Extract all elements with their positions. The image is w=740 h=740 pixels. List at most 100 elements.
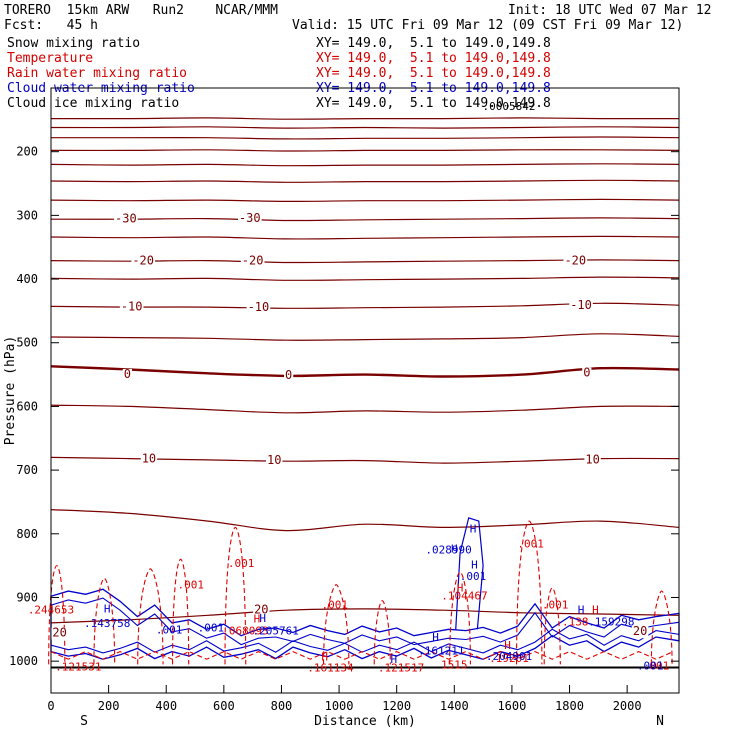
temperature-contour-label-bg: [569, 300, 593, 313]
isotherm-line: [50, 608, 680, 624]
temperature-contour-label-bg: [266, 454, 283, 467]
y-tick-label: 800: [16, 527, 38, 541]
temperature-contour-label: 10: [267, 453, 281, 467]
temperature-contour-label: -20: [132, 254, 154, 268]
y-tick-label: 900: [16, 590, 38, 604]
plot-frame: [50, 87, 680, 694]
rain-water-layer: [48, 520, 674, 665]
cloud-contour-label: .001: [460, 570, 487, 583]
temperature-contour-label-bg: [119, 301, 144, 314]
temperature-contour-label: 20: [633, 624, 647, 638]
x-tick-label: 400: [155, 699, 177, 713]
rain-contour-label: .001: [643, 660, 670, 673]
x-tick-label: 0: [47, 699, 54, 713]
y-tick-label: 200: [16, 145, 38, 159]
legend-xy-temperature: XY= 149.0, 5.1 to 149.0,149.8: [316, 51, 551, 66]
isotherm-line: [50, 126, 680, 129]
rain-water-contour: [48, 565, 66, 665]
y-axis-label: Pressure (hPa): [3, 336, 18, 446]
cloud-contour-label: .001: [637, 660, 664, 673]
x-tick-label: 1000: [325, 699, 354, 713]
rain-contour-label: .121531: [55, 660, 101, 673]
x-tick-label: 1600: [497, 699, 526, 713]
y-tick-label: 600: [16, 399, 38, 413]
temperature-contour-label: -20: [242, 254, 264, 268]
x-tick-label: 200: [98, 699, 120, 713]
rain-contour-label: .001: [228, 557, 255, 570]
rain-water-contour: [322, 584, 350, 665]
cloud-contour-label: .205761: [253, 625, 299, 638]
temperature-contour-label-bg: [51, 627, 68, 640]
temperature-contour-label: 0: [285, 368, 292, 382]
x-axis-label: Distance (km): [314, 714, 416, 729]
model-title: TORERO 15km ARW Run2 NCAR/MMM: [4, 3, 278, 18]
y-tick-label: 300: [16, 208, 38, 222]
rain-contour-label: .068093: [222, 625, 268, 638]
rain-contour-label: .104467: [441, 590, 487, 603]
temperature-contour-label-bg: [584, 454, 601, 467]
high-marker: H: [470, 523, 477, 536]
high-marker: H: [578, 604, 585, 617]
high-marker: H: [457, 581, 464, 594]
x-tick-label: 2000: [613, 699, 642, 713]
rain-water-contour: [373, 600, 391, 665]
legend-label-cloud-ice: Cloud ice mixing ratio: [7, 96, 180, 111]
legend-label-rain: Rain water mixing ratio: [7, 66, 188, 81]
temperature-contour-label-bg: [246, 302, 271, 315]
rain-contour-label: .001: [542, 598, 569, 611]
rain-contour-label: .001: [517, 537, 544, 550]
isotherm-line: [50, 333, 680, 341]
temperature-contour-label: 10: [142, 452, 156, 466]
isotherm-line: [51, 136, 680, 140]
rain-water-contour: [172, 558, 190, 665]
temperature-contour-label-bg: [582, 367, 592, 380]
cloud-contour-label: .001: [198, 621, 225, 634]
cloud-contour-label: .028990: [425, 544, 471, 557]
temperature-contour-label: -30: [239, 211, 261, 225]
legend-xy-cloud-ice: XY= 149.0, 5.1 to 149.0,149.8: [316, 96, 551, 111]
rain-contour-label: .19201: [489, 652, 529, 665]
isotherm-line: [50, 149, 680, 152]
cloud-contour-label: .001: [156, 623, 183, 636]
rain-contour-label: .138: [562, 616, 589, 629]
y-tick-label: 400: [16, 272, 38, 286]
north-label: N: [656, 714, 664, 729]
high-marker: H: [432, 631, 439, 644]
rain-contour-label: 1515: [441, 658, 468, 671]
rain-water-contour: [93, 577, 116, 665]
isotherm-line: [50, 179, 680, 183]
isotherm-line: [50, 235, 680, 240]
isotherm-line: [50, 276, 680, 281]
temperature-contour-label-bg: [237, 212, 262, 225]
isotherm-line: [50, 509, 680, 532]
temperature-contour-label: -10: [248, 300, 270, 314]
high-marker: H: [592, 604, 599, 617]
temperature-contour-label-bg: [122, 368, 132, 381]
temperature-contour-label-bg: [131, 255, 155, 268]
temperature-contour-label: -10: [121, 299, 143, 313]
rain-water-contour: [224, 526, 247, 665]
temperature-contour-label-bg: [253, 604, 270, 617]
cloud-contour-label: .143758: [84, 617, 130, 630]
label-layer: 0 200 400 600 800 1000 1200 1400 1600 1800 2000200…: [3, 100, 669, 729]
rain-water-band: [50, 650, 674, 660]
x-tick-label: 1800: [555, 699, 584, 713]
y-tick-label: 1000: [9, 654, 38, 668]
high-marker: H: [259, 612, 266, 625]
rain-contour-label: .001: [177, 579, 204, 592]
legend-xy-snow: XY= 149.0, 5.1 to 149.0,149.8: [316, 36, 551, 51]
isotherm-line: [50, 198, 680, 203]
temperature-contour-label-bg: [240, 255, 265, 268]
temperature-contour-label: -10: [570, 298, 592, 312]
legend-label-snow: Snow mixing ratio: [7, 36, 141, 51]
temperature-contour-label-bg: [284, 370, 294, 383]
cloud-water-plume: [455, 517, 484, 630]
cloud-contour-label: .161211: [418, 644, 464, 657]
x-tick-label: 800: [271, 699, 293, 713]
temperature-contour-label: 0: [583, 366, 590, 380]
cloud-contour-label: .204901: [486, 650, 532, 663]
temperature-contour-label: -30: [115, 212, 137, 226]
temperature-contour-label-bg: [563, 255, 588, 268]
temperature-contour-label: 0: [124, 367, 131, 381]
temperature-contour-label: 10: [585, 452, 599, 466]
